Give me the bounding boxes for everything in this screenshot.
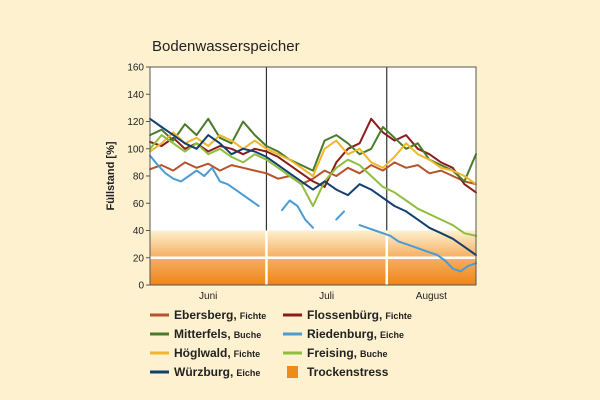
series-line-w-rzburg — [149, 117, 477, 256]
legend-label: Flossenbürg, Fichte — [307, 308, 412, 322]
month-label: Juni — [199, 291, 217, 302]
legend-label: Höglwald, Fichte — [174, 346, 260, 360]
legend-tree-type: Eiche — [236, 368, 260, 378]
legend-item: Trockenstress — [287, 365, 389, 379]
legend-item: Mitterfels, Buche — [150, 327, 261, 341]
y-tick-label: 0 — [138, 281, 144, 292]
legend-tree-type: Eiche — [380, 330, 404, 340]
y-tick-label: 160 — [127, 63, 144, 74]
month-label: August — [416, 291, 447, 302]
legend-item: Würzburg, Eiche — [150, 365, 260, 379]
legend-item: Flossenbürg, Fichte — [283, 308, 412, 322]
series-line-h-glwald — [149, 131, 477, 186]
y-tick-label: 100 — [127, 144, 144, 155]
legend-label: Riedenburg, Eiche — [307, 327, 404, 341]
legend-tree-type: Buche — [360, 349, 388, 359]
legend-item: Riedenburg, Eiche — [283, 327, 404, 341]
legend-item: Höglwald, Fichte — [150, 346, 260, 360]
legend-tree-type: Buche — [234, 330, 262, 340]
y-tick-label: 80 — [133, 172, 145, 183]
y-axis-label: Füllstand [%] — [105, 141, 117, 210]
legend-label: Ebersberg, Fichte — [174, 308, 266, 322]
series-line-freising — [149, 134, 477, 237]
y-tick-label: 140 — [127, 90, 144, 101]
series-line-ebersberg — [149, 161, 477, 186]
y-tick-label: 120 — [127, 117, 144, 128]
legend-tree-type: Fichte — [234, 349, 261, 359]
legend-label: Mitterfels, Buche — [174, 327, 261, 341]
legend-label: Freising, Buche — [307, 346, 388, 360]
series-line-flossenb-rg — [149, 117, 477, 194]
legend-tree-type: Fichte — [385, 311, 412, 321]
series-line-riedenburg — [149, 154, 477, 273]
y-tick-label: 20 — [133, 253, 145, 264]
legend-item: Freising, Buche — [283, 346, 388, 360]
plot-frame — [149, 66, 477, 286]
y-tick-label: 40 — [133, 226, 145, 237]
month-label: Juli — [319, 291, 334, 302]
legend-label: Würzburg, Eiche — [174, 365, 260, 379]
legend-item: Ebersberg, Fichte — [150, 308, 266, 322]
series-line-mitterfels — [149, 117, 477, 183]
legend-swatch — [287, 366, 298, 378]
legend-label: Trockenstress — [307, 365, 389, 379]
legend-tree-type: Fichte — [240, 311, 267, 321]
chart-title: Bodenwasserspeicher — [152, 38, 300, 55]
y-tick-label: 60 — [133, 199, 145, 210]
